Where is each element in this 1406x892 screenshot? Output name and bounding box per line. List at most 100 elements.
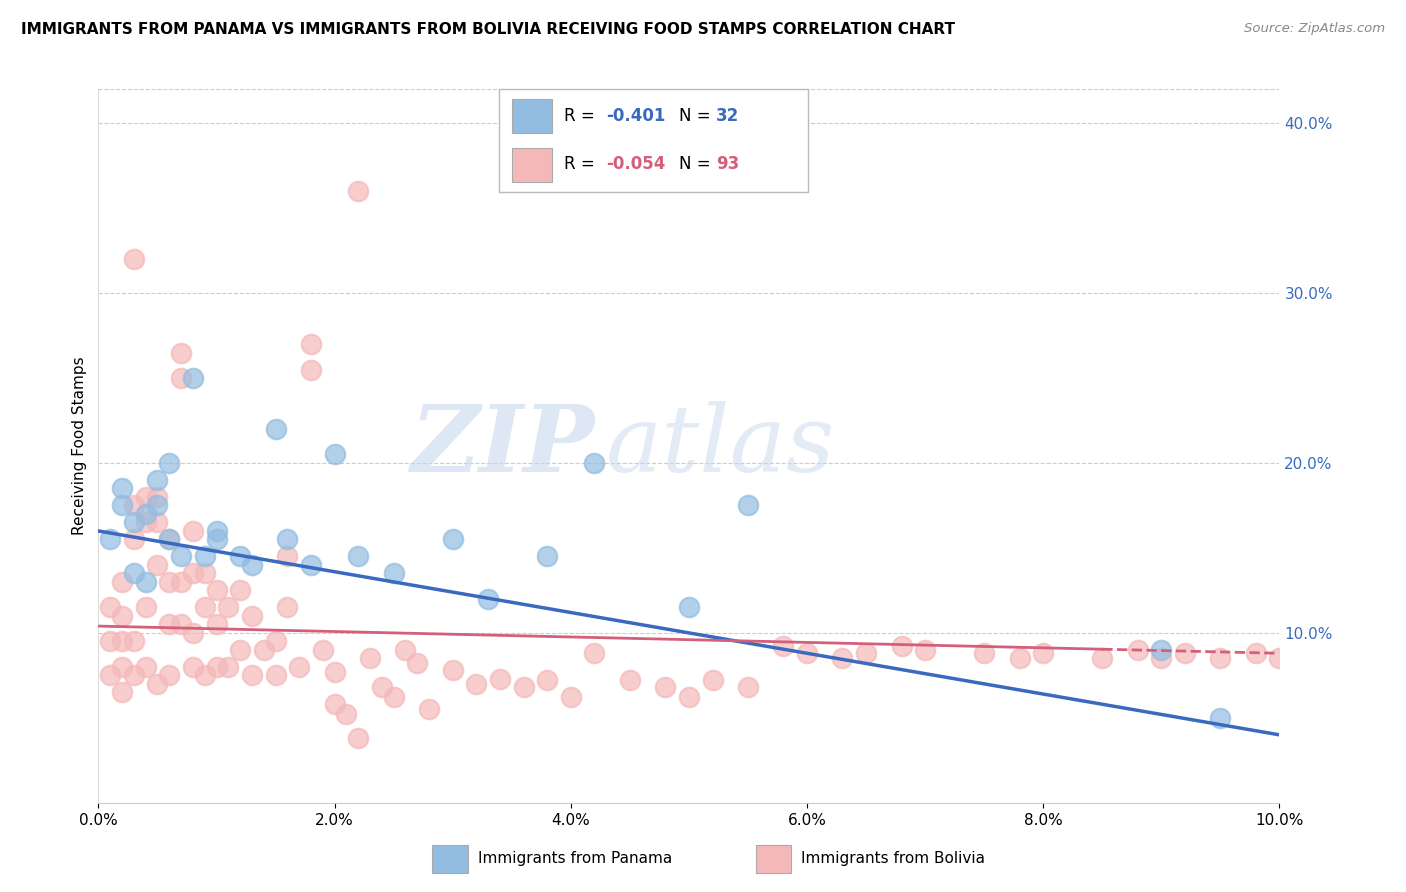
Point [194,549,217,564]
Point [122,533,145,547]
Point [702,673,724,688]
Point [418,702,440,716]
Point [441,533,464,547]
Point [122,516,145,530]
FancyBboxPatch shape [433,845,468,872]
Point [276,549,298,564]
FancyBboxPatch shape [512,148,551,181]
Point [323,698,346,712]
Point [737,680,759,694]
Point [276,600,298,615]
Point [737,499,759,513]
Y-axis label: Receiving Food Stamps: Receiving Food Stamps [72,357,87,535]
Point [170,574,193,589]
Point [583,646,606,660]
Point [796,646,818,660]
Point [111,608,134,623]
Text: 93: 93 [716,155,740,173]
Point [157,617,180,632]
FancyBboxPatch shape [512,99,551,133]
Point [654,680,676,694]
Point [772,640,794,654]
Point [489,672,512,686]
Point [146,677,169,691]
Point [170,371,193,385]
Point [122,252,145,266]
Point [157,533,180,547]
Point [111,499,134,513]
Point [536,673,558,688]
Point [973,646,995,660]
Point [347,549,370,564]
Point [146,516,169,530]
Point [1008,651,1031,665]
Point [583,456,606,470]
Point [229,549,252,564]
Point [253,643,276,657]
Point [111,634,134,648]
Point [1126,643,1149,657]
Text: R =: R = [564,155,600,173]
Point [560,690,582,705]
Point [288,660,311,674]
Point [205,660,228,674]
Text: R =: R = [564,107,600,126]
Point [831,651,853,665]
Point [157,533,180,547]
Point [678,690,700,705]
Point [678,600,700,615]
Text: Immigrants from Bolivia: Immigrants from Bolivia [801,851,986,866]
Point [146,490,169,504]
Text: ZIP: ZIP [411,401,595,491]
Point [135,660,157,674]
Point [135,507,157,521]
Point [111,574,134,589]
Text: -0.054: -0.054 [606,155,665,173]
Point [1174,646,1197,660]
Point [98,533,121,547]
Text: N =: N = [679,107,716,126]
Point [111,482,134,496]
Point [382,566,405,581]
Point [323,448,346,462]
Point [157,456,180,470]
Point [170,549,193,564]
Point [1032,646,1054,660]
Point [371,680,394,694]
Point [312,643,335,657]
FancyBboxPatch shape [756,845,792,872]
Point [465,677,488,691]
Point [1150,643,1173,657]
Point [157,574,180,589]
Point [135,574,157,589]
Point [181,660,204,674]
Point [181,566,204,581]
Point [890,640,912,654]
Point [135,600,157,615]
Point [98,634,121,648]
Point [240,558,263,572]
Text: -0.401: -0.401 [606,107,665,126]
Point [205,617,228,632]
Point [299,337,322,351]
Point [194,566,217,581]
Point [1209,651,1232,665]
Point [205,533,228,547]
Text: atlas: atlas [606,401,835,491]
Point [194,668,217,682]
Point [229,583,252,598]
Point [135,490,157,504]
Point [347,184,370,198]
Point [359,651,381,665]
Point [98,668,121,682]
Point [205,583,228,598]
Text: IMMIGRANTS FROM PANAMA VS IMMIGRANTS FROM BOLIVIA RECEIVING FOOD STAMPS CORRELAT: IMMIGRANTS FROM PANAMA VS IMMIGRANTS FRO… [21,22,955,37]
Point [855,646,877,660]
Point [181,524,204,538]
Point [170,617,193,632]
Text: 32: 32 [716,107,740,126]
Point [229,643,252,657]
Point [441,663,464,677]
Point [122,566,145,581]
Point [536,549,558,564]
